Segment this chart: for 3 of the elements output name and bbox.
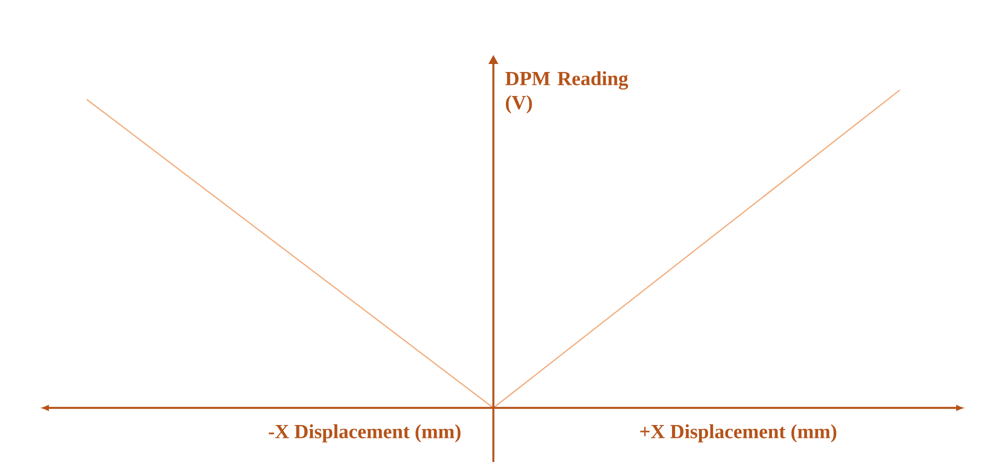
- x-axis-title: +X Displacement (mm): [640, 424, 836, 442]
- text: -X Displacement (mm): [268, 424, 460, 442]
- y-axis-title: DPM Reading (V): [505, 71, 628, 114]
